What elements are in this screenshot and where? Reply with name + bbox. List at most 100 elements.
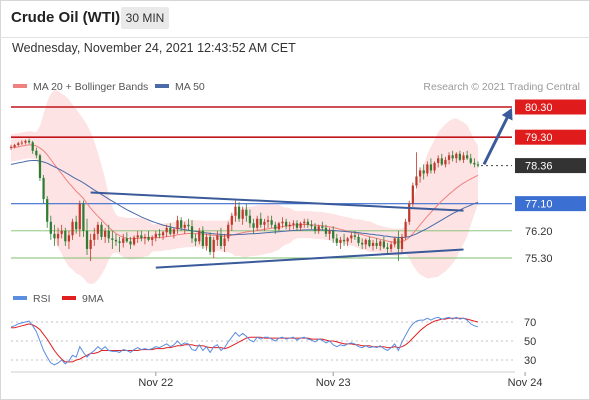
candle [455, 152, 458, 163]
candle-body [389, 244, 393, 249]
rsi-tick-50: 50 [524, 336, 536, 348]
candle-body [429, 164, 433, 171]
candle [212, 236, 215, 258]
trendlines [90, 108, 513, 269]
candle-body [216, 235, 219, 240]
candle-body [303, 221, 306, 224]
candle-body [89, 239, 92, 249]
legend-rsi-ma-label: 9MA [82, 293, 104, 305]
level-label-80.30: 80.30 [525, 102, 553, 114]
candle-body [118, 241, 121, 243]
level-label-79.30: 79.30 [525, 132, 553, 144]
rsi-ma-line [11, 317, 479, 363]
candle [24, 139, 27, 145]
candle-body [75, 221, 78, 230]
candle [332, 226, 335, 243]
candle [20, 140, 23, 146]
candle-body [353, 235, 357, 237]
candle-body [433, 162, 436, 171]
candle-body [328, 230, 331, 234]
candle-body [107, 230, 110, 239]
candle-body [299, 223, 302, 228]
candle [469, 153, 472, 165]
candle [371, 239, 375, 251]
candle [256, 215, 259, 231]
candle [71, 218, 74, 240]
candle-body [169, 227, 172, 234]
forecast-arrow-head [501, 108, 513, 121]
candle [306, 218, 309, 228]
candle [440, 153, 443, 166]
x-axis: Nov 22 Nov 23 Nov 24 [11, 371, 542, 389]
candle-body [46, 199, 49, 222]
level-tag-78.36 [515, 158, 586, 174]
timeframe-badge[interactable]: 30 MIN [121, 7, 169, 29]
candle [476, 161, 480, 168]
candle [219, 227, 223, 249]
candle [78, 200, 81, 237]
legend-ma50-label: MA 50 [175, 81, 205, 93]
candle-body [176, 220, 179, 230]
candle [27, 138, 31, 144]
candle [389, 241, 393, 252]
candle-body [364, 239, 367, 245]
rsi-panel: 70 50 30 [10, 316, 536, 367]
candle-body [458, 153, 462, 160]
candle-body [114, 239, 118, 242]
candle [107, 224, 110, 243]
candle-body [386, 247, 389, 249]
candle [154, 230, 157, 242]
candle [96, 221, 100, 240]
candle-body [335, 238, 338, 243]
candle-body [161, 232, 165, 236]
candle [447, 152, 451, 165]
candle [125, 232, 128, 243]
candle-body [324, 227, 328, 234]
candle-body [111, 238, 114, 240]
candle [147, 230, 150, 242]
header-bar: Crude Oil (WTI) 30 MIN [0, 0, 590, 38]
moving-averages [10, 144, 479, 243]
candle [93, 227, 96, 246]
candle-body [285, 221, 288, 227]
candle [111, 230, 114, 249]
level-tag-77.10 [515, 196, 586, 212]
candle-body [455, 153, 458, 159]
candle [136, 230, 139, 243]
candle-body [241, 209, 244, 219]
candle-body [212, 239, 215, 252]
candle [285, 218, 288, 230]
candle-body [85, 230, 89, 249]
candle [303, 218, 306, 228]
candle-body [129, 241, 132, 245]
candle-body [361, 242, 364, 245]
candle-body [219, 235, 223, 246]
candle-body [295, 223, 299, 228]
candle-body [259, 218, 262, 225]
candle-body [375, 242, 378, 246]
candle [375, 238, 378, 249]
candle-body [100, 224, 103, 237]
report-datetime: Wednesday, November 24, 2021 12:43:52 AM… [12, 41, 296, 55]
candle [364, 238, 367, 249]
candle [190, 220, 194, 243]
candle [266, 215, 270, 228]
candle [418, 167, 422, 183]
candle [411, 182, 414, 207]
candle-body [230, 215, 233, 225]
candle-body [42, 177, 45, 200]
candle-body [368, 239, 371, 246]
candle-body [342, 239, 346, 242]
candle-body [447, 155, 451, 160]
candle-body [158, 233, 161, 236]
candle [158, 229, 161, 239]
candle-body [96, 224, 100, 234]
candle [328, 227, 331, 240]
candle-body [451, 155, 454, 159]
candle-body [136, 235, 139, 238]
candle-body [393, 238, 396, 245]
candle [216, 230, 219, 246]
x-tick-label: Nov 22 [138, 377, 173, 389]
candle [118, 236, 121, 252]
candle-body [281, 221, 284, 224]
